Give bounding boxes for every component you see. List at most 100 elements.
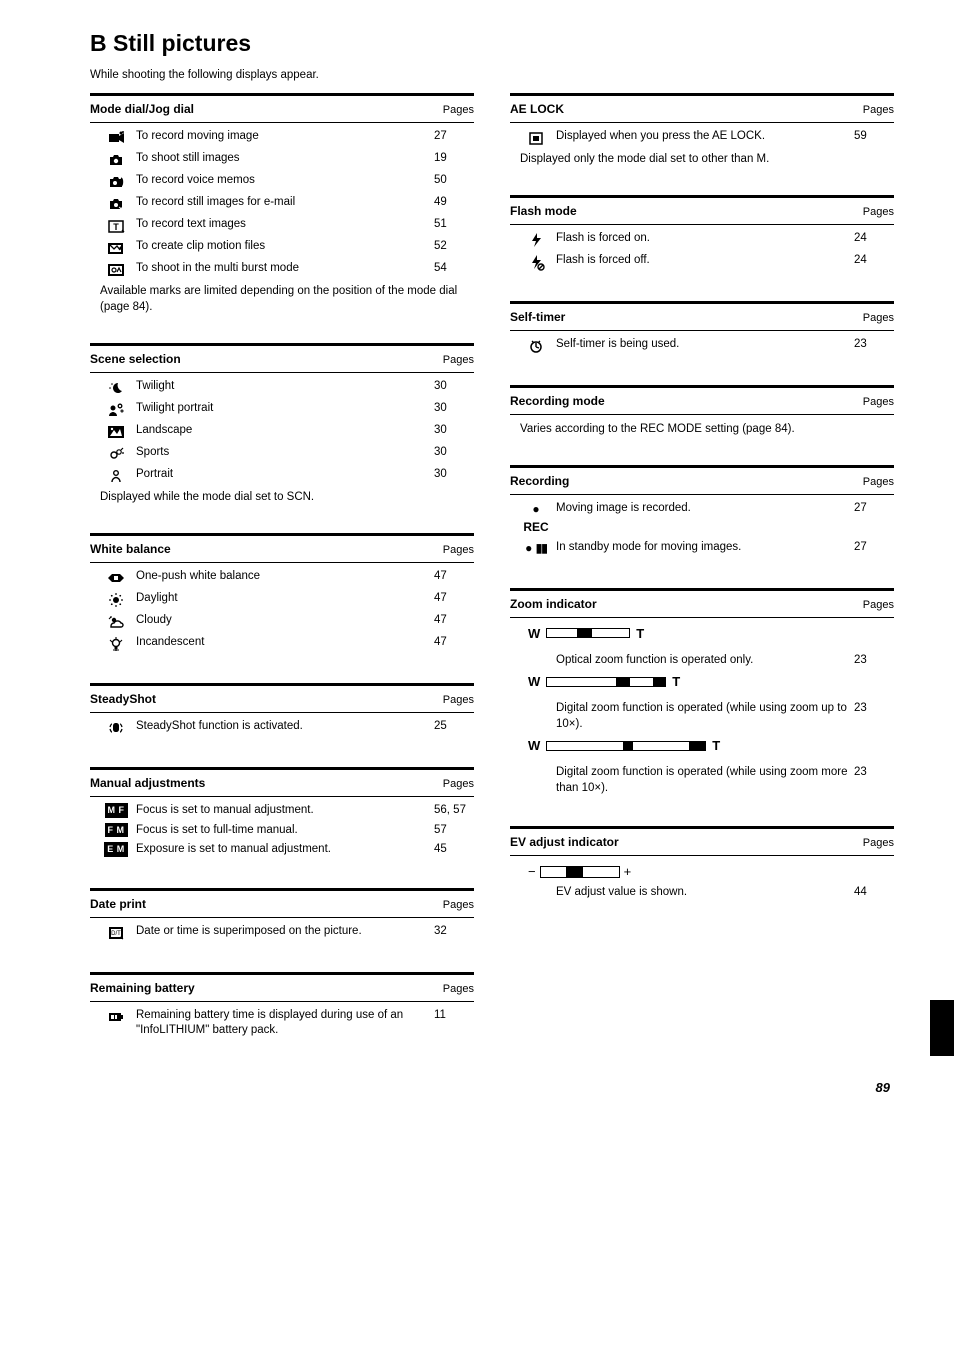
row-desc: Focus is set to manual adjustment. — [136, 801, 434, 821]
zoom-bar — [546, 677, 666, 687]
table-row: ● ▮▮ In standby mode for moving images. … — [510, 538, 894, 560]
wb-incandescent-icon — [90, 633, 136, 655]
table-row: To shoot in the multi burst mode 54 — [90, 259, 474, 281]
icon-table: SteadyShot function is activated. 25 — [90, 717, 474, 739]
pages-header: Pages — [863, 599, 894, 611]
row-page: 57 — [434, 821, 474, 841]
table-row: Self-timer is being used. 23 — [510, 335, 894, 357]
ev-indicator: − + — [510, 860, 894, 883]
row-page: 27 — [434, 127, 474, 149]
pages-header: Pages — [443, 694, 474, 706]
wb-cloudy-icon — [90, 611, 136, 633]
camera-icon — [90, 149, 136, 171]
row-desc: Daylight — [136, 589, 434, 611]
row-page: 27 — [854, 538, 894, 560]
text-image-icon: T — [90, 215, 136, 237]
row-page: 30 — [434, 421, 474, 443]
wb-daylight-icon — [90, 589, 136, 611]
row-page: 47 — [434, 567, 474, 589]
row-page: 52 — [434, 237, 474, 259]
row-page: 54 — [434, 259, 474, 281]
zoom-indicator-row: W T — [510, 734, 894, 763]
table-row: T To record text images 51 — [90, 215, 474, 237]
row-page: 25 — [434, 717, 474, 739]
icon-table: ● REC Moving image is recorded. 27 ● ▮▮ … — [510, 499, 894, 560]
row-desc: Incandescent — [136, 633, 434, 655]
zoom-indicator-row: W T — [510, 622, 894, 651]
portrait-icon — [90, 465, 136, 487]
table-row: E M Exposure is set to manual adjustment… — [90, 840, 474, 860]
icon-table: Displayed when you press the AE LOCK. 59 — [510, 127, 894, 149]
ev-plus: + — [624, 864, 632, 879]
row-page: 23 — [854, 763, 894, 798]
section-remaining-battery: Remaining batteryPages Remaining battery… — [90, 972, 474, 1041]
row-desc: To record moving image — [136, 127, 434, 149]
zoom-indicator-row: W T — [510, 670, 894, 699]
page-number: 89 — [876, 1080, 890, 1095]
section-note: Available marks are limited depending on… — [90, 281, 474, 315]
table-row: Remaining battery time is displayed duri… — [90, 1006, 474, 1041]
row-page: 23 — [854, 335, 894, 357]
email-image-icon — [90, 193, 136, 215]
row-desc: Self-timer is being used. — [556, 335, 854, 357]
section-title: Remaining battery — [90, 981, 195, 995]
zoom-w-label: W — [528, 674, 540, 689]
pages-header: Pages — [443, 899, 474, 911]
date-print-icon: D/T — [90, 922, 136, 944]
section-title: SteadyShot — [90, 692, 156, 706]
ae-lock-icon — [510, 127, 556, 149]
section-title: Zoom indicator — [510, 597, 597, 611]
table-row: M F Focus is set to manual adjustment. 5… — [90, 801, 474, 821]
row-page: 30 — [434, 377, 474, 399]
table-row: F M Focus is set to full-time manual. 57 — [90, 821, 474, 841]
battery-icon — [90, 1006, 136, 1041]
multi-burst-icon — [90, 259, 136, 281]
section-title: Manual adjustments — [90, 776, 205, 790]
row-page: 30 — [434, 443, 474, 465]
row-desc: Digital zoom function is operated (while… — [556, 699, 854, 734]
row-desc: Displayed when you press the AE LOCK. — [556, 127, 854, 149]
row-desc: To record voice memos — [136, 171, 434, 193]
table-row: Flash is forced on. 24 — [510, 229, 894, 251]
row-desc: Flash is forced off. — [556, 251, 854, 273]
zoom-t-label: T — [636, 626, 644, 641]
row-desc: SteadyShot function is activated. — [136, 717, 434, 739]
section-title: EV adjust indicator — [510, 835, 619, 849]
steadyshot-icon — [90, 717, 136, 739]
row-page: 24 — [854, 229, 894, 251]
row-page: 30 — [434, 465, 474, 487]
row-desc: Portrait — [136, 465, 434, 487]
zoom-t-label: T — [672, 674, 680, 689]
section-flash-mode: Flash modePages Flash is forced on. 24 F… — [510, 195, 894, 273]
row-page: 23 — [854, 651, 894, 671]
table-row: Flash is forced off. 24 — [510, 251, 894, 273]
row-desc: Cloudy — [136, 611, 434, 633]
icon-table: One-push white balance 47 Daylight 47 Cl… — [90, 567, 474, 655]
section-note: Displayed only the mode dial set to othe… — [510, 149, 894, 167]
table-row: Displayed when you press the AE LOCK. 59 — [510, 127, 894, 149]
row-page: 27 — [854, 499, 894, 538]
row-desc: Remaining battery time is displayed duri… — [136, 1006, 434, 1041]
row-desc: Landscape — [136, 421, 434, 443]
row-page: 59 — [854, 127, 894, 149]
table-row: Twilight portrait 30 — [90, 399, 474, 421]
icon-table: Remaining battery time is displayed duri… — [90, 1006, 474, 1041]
table-row: Sports 30 — [90, 443, 474, 465]
sports-icon — [90, 443, 136, 465]
pages-header: Pages — [443, 544, 474, 556]
table-row: To create clip motion files 52 — [90, 237, 474, 259]
row-page: 19 — [434, 149, 474, 171]
section-zoom-indicator: Zoom indicatorPages W T Optical zoom fun… — [510, 588, 894, 799]
row-page: 11 — [434, 1006, 474, 1041]
table-row: D/T Date or time is superimposed on the … — [90, 922, 474, 944]
flash-on-icon — [510, 229, 556, 251]
section-title: Date print — [90, 897, 146, 911]
pages-header: Pages — [443, 354, 474, 366]
row-desc: To create clip motion files — [136, 237, 434, 259]
section-ev-adjust: EV adjust indicatorPages − + EV adjust v… — [510, 826, 894, 903]
row-desc: To shoot still images — [136, 149, 434, 171]
pages-header: Pages — [863, 837, 894, 849]
icon-table: Flash is forced on. 24 Flash is forced o… — [510, 229, 894, 273]
row-desc: Flash is forced on. — [556, 229, 854, 251]
table-row: Portrait 30 — [90, 465, 474, 487]
